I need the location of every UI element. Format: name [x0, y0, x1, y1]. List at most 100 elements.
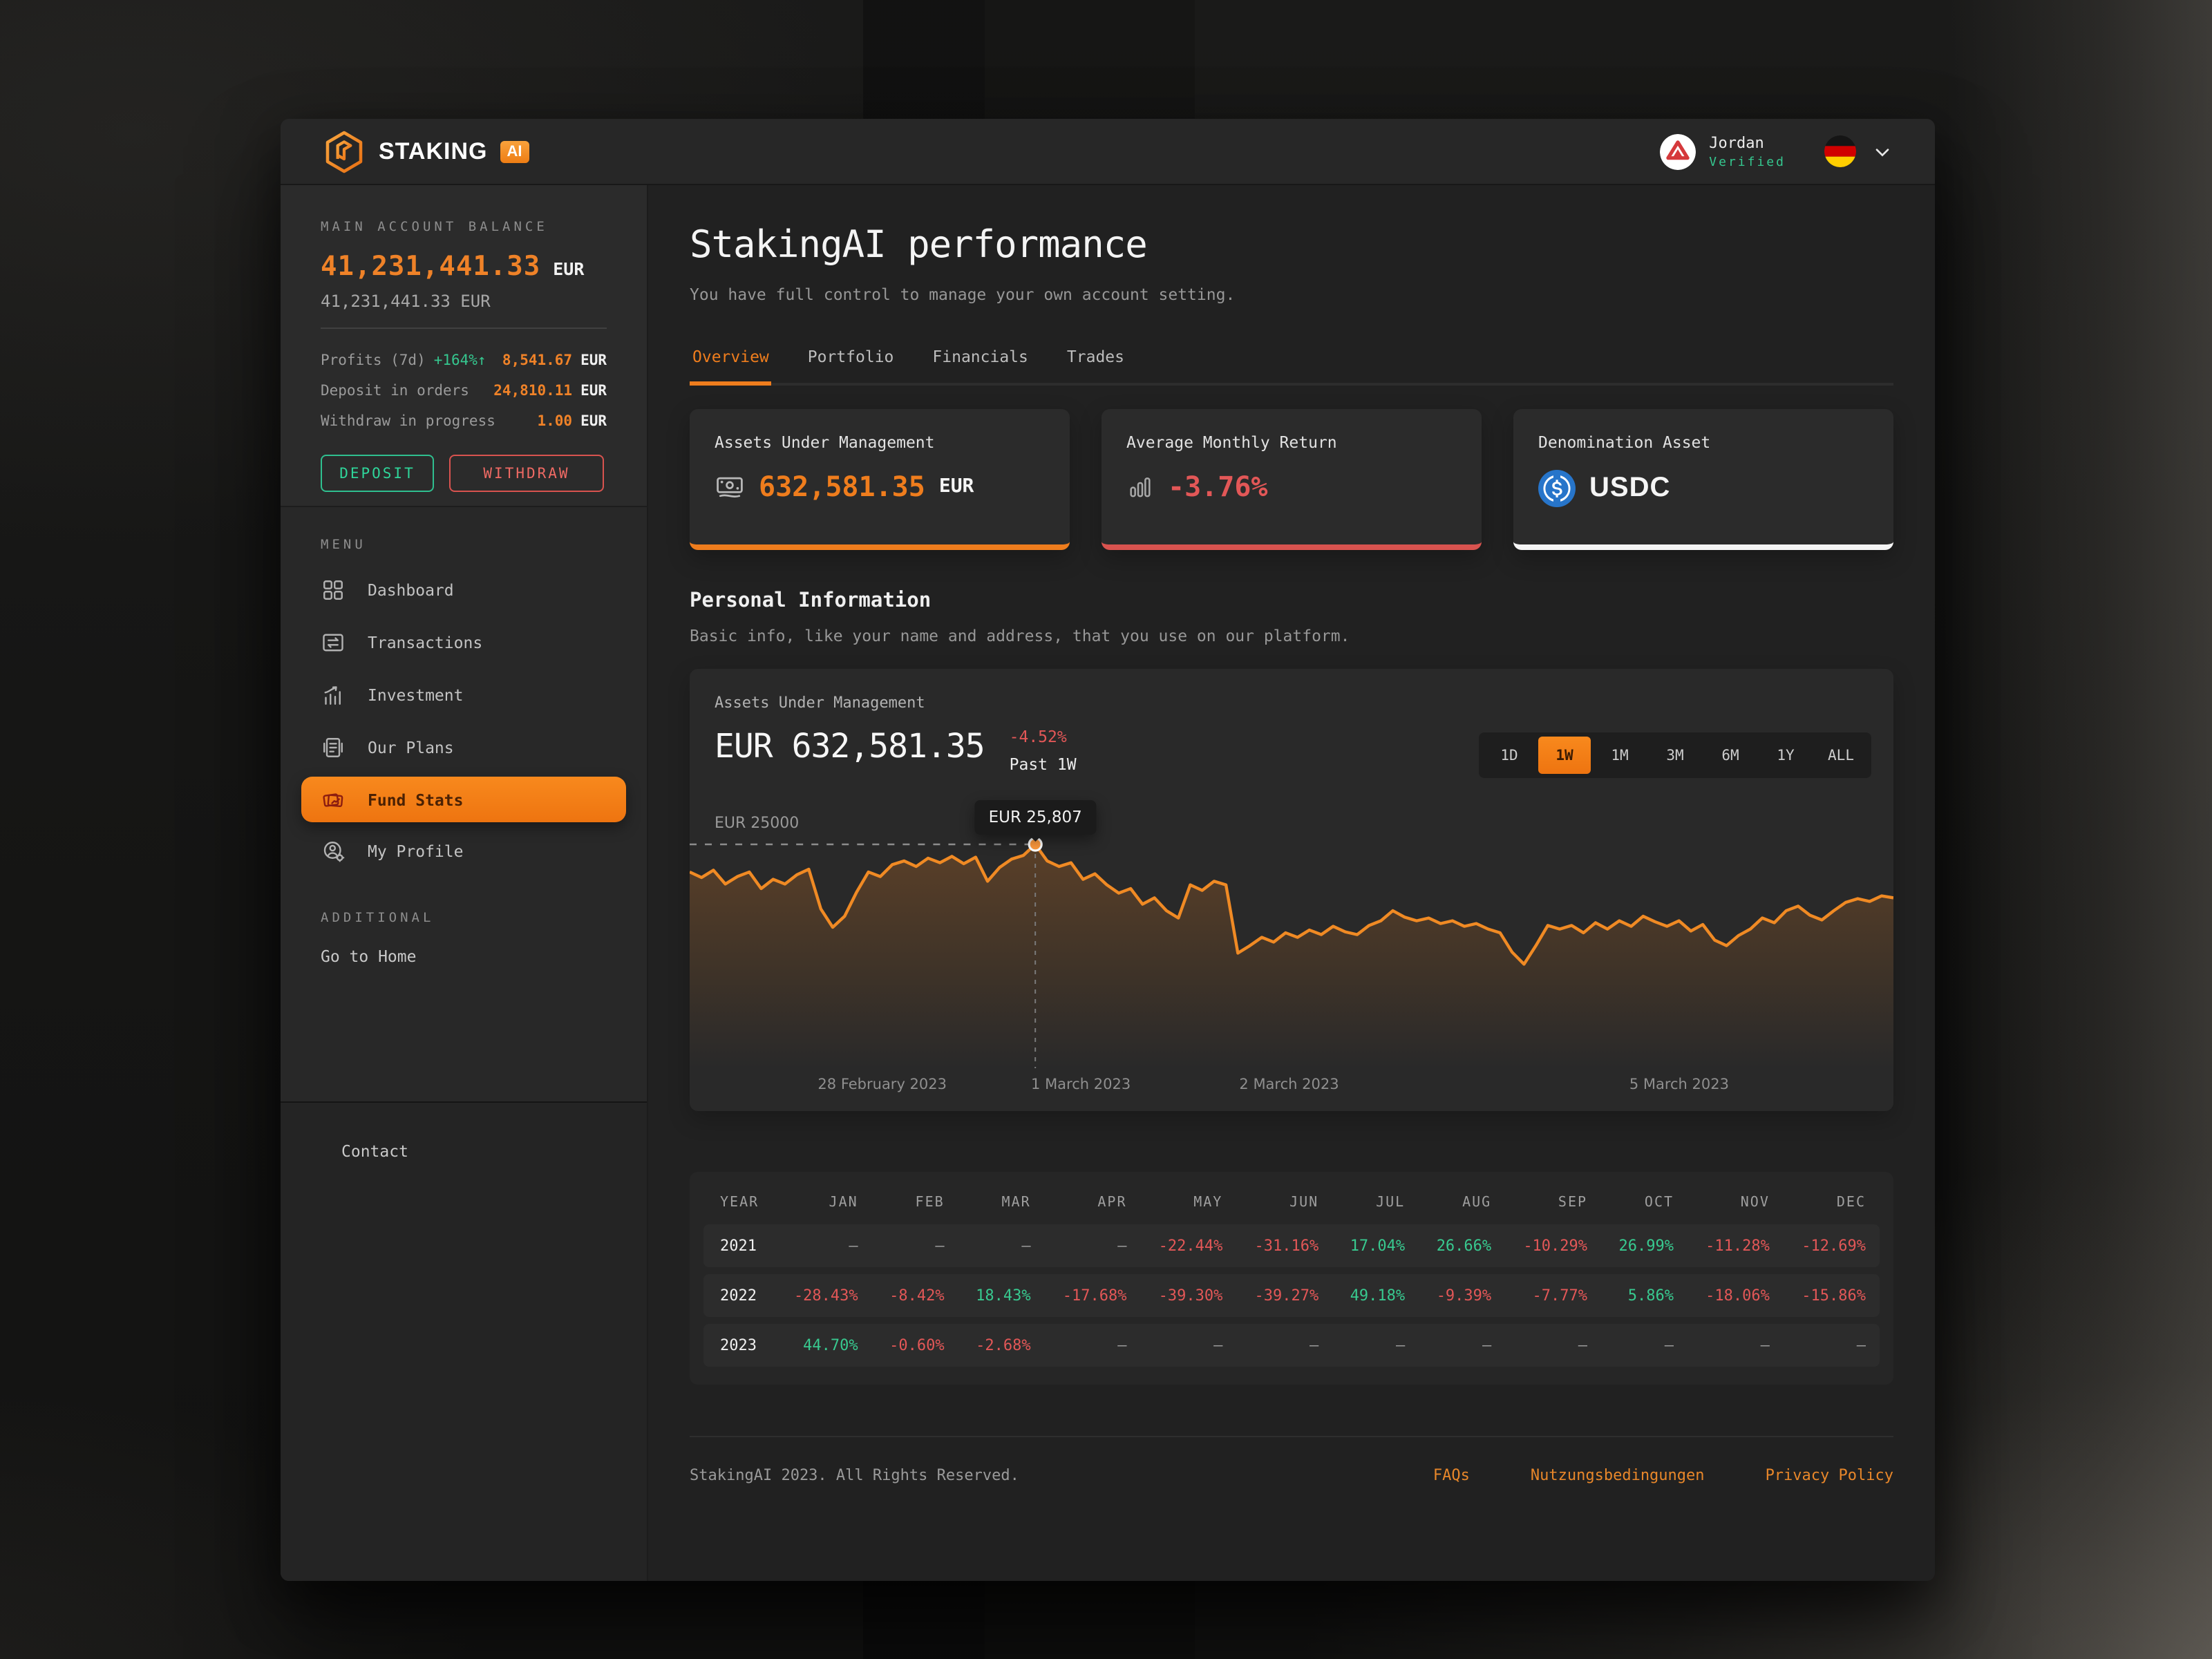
table-cell: –: [1783, 1324, 1880, 1367]
table-cell: -9.39%: [1419, 1274, 1506, 1317]
tab-trades[interactable]: Trades: [1066, 347, 1124, 366]
sidebar-item-fund-stats[interactable]: Fund Stats: [301, 777, 626, 822]
table-header-jan: JAN: [829, 1195, 858, 1211]
avatar: [1659, 133, 1696, 169]
transfer-icon: [321, 630, 346, 655]
chart-plot-area[interactable]: EUR 25000 EUR 25,807: [690, 797, 1893, 1068]
tab-bar: Overview Portfolio Financials Trades: [690, 347, 1893, 386]
range-button-1y[interactable]: 1Y: [1777, 747, 1795, 764]
table-cell: -11.28%: [1688, 1224, 1784, 1267]
stat-label: Withdraw in progress: [321, 413, 495, 430]
gridline-label: EUR 25000: [715, 814, 800, 832]
table-cell: 44.70%: [775, 1324, 872, 1367]
table-cell: -7.77%: [1505, 1274, 1602, 1317]
user-menu[interactable]: Jordan Verified: [1659, 133, 1893, 169]
stat-value: 8,541.67: [502, 352, 573, 369]
copyright-text: StakingAI 2023. All Rights Reserved.: [690, 1466, 1019, 1484]
sidebar-item-label: Investment: [368, 685, 464, 705]
language-flag-germany[interactable]: [1824, 135, 1856, 167]
footer-link-faqs[interactable]: FAQs: [1433, 1466, 1470, 1484]
range-button-3m[interactable]: 3M: [1666, 747, 1684, 764]
line-chart: [690, 837, 1893, 1068]
balance-stat-row: Profits (7d) +164%↑ 8,541.67 EUR: [321, 345, 607, 376]
x-axis-label: 5 March 2023: [1629, 1077, 1729, 1093]
footer-links: FAQs Nutzungsbedingungen Privacy Policy: [1433, 1466, 1893, 1484]
table-cell: –: [1332, 1324, 1419, 1367]
table-cell: 26.66%: [1419, 1224, 1506, 1267]
footer-link-nutzungsbedingungen[interactable]: Nutzungsbedingungen: [1530, 1466, 1705, 1484]
chart-tooltip: EUR 25,807: [974, 800, 1096, 835]
table-cell: -31.16%: [1236, 1224, 1333, 1267]
menu-section-label: MENU: [321, 538, 366, 553]
table-cell-year: 2023: [703, 1324, 776, 1367]
table-cell: 17.04%: [1332, 1224, 1419, 1267]
table-cell: –: [775, 1224, 872, 1267]
sidebar-item-our-plans[interactable]: Our Plans: [301, 721, 626, 774]
sidebar-item-dashboard[interactable]: Dashboard: [301, 564, 626, 616]
brand-ai-badge: AI: [500, 140, 529, 162]
table-header-apr: APR: [1097, 1195, 1127, 1211]
go-to-home-link[interactable]: Go to Home: [321, 947, 417, 966]
x-axis-label: 1 March 2023: [1031, 1077, 1131, 1093]
usdc-icon: [1538, 470, 1576, 507]
chart-current-value: EUR 632,581.35: [715, 727, 985, 766]
page-subtitle: You have full control to manage your own…: [690, 285, 1236, 304]
range-selector: 1D 1W 1M 3M 6M 1Y ALL: [1479, 732, 1871, 778]
sidebar-spacer: [281, 966, 647, 1101]
table-header-mar: MAR: [1001, 1195, 1031, 1211]
grid-icon: [321, 578, 346, 603]
sidebar-item-my-profile[interactable]: My Profile: [301, 825, 626, 878]
sidebar-item-transactions[interactable]: Transactions: [301, 616, 626, 669]
contact-link[interactable]: Contact: [341, 1141, 408, 1161]
sidebar: MAIN ACCOUNT BALANCE 41,231,441.33 EUR 4…: [281, 185, 648, 1581]
range-button-all[interactable]: ALL: [1828, 747, 1854, 764]
chart-period: Past 1W: [1009, 755, 1077, 774]
stat-label: Profits (7d) +164%↑: [321, 352, 486, 369]
table-header-oct: OCT: [1644, 1195, 1674, 1211]
card-label: Denomination Asset: [1538, 433, 1711, 452]
tab-portfolio[interactable]: Portfolio: [807, 347, 894, 366]
footer-link-privacy-policy[interactable]: Privacy Policy: [1765, 1466, 1893, 1484]
balance-value: 41,231,441.33: [321, 250, 541, 282]
brand-logo: STAKING AI: [322, 129, 529, 173]
deposit-button[interactable]: DEPOSIT: [321, 455, 434, 492]
balance-secondary: 41,231,441.33 EUR: [321, 292, 491, 311]
range-button-1m[interactable]: 1M: [1611, 747, 1629, 764]
plans-icon: [321, 735, 346, 760]
table-cell: –: [1601, 1324, 1688, 1367]
table-cell: -28.43%: [775, 1274, 872, 1317]
table-cell: –: [1044, 1324, 1141, 1367]
additional-section-label: ADDITIONAL: [321, 911, 435, 926]
stat-label-text: Deposit in orders: [321, 383, 469, 399]
brand-name: STAKING: [379, 138, 488, 164]
tab-overview[interactable]: Overview: [690, 347, 773, 386]
balance-stats: Profits (7d) +164%↑ 8,541.67 EUR Deposit in …: [321, 345, 607, 437]
x-axis-label: 28 February 2023: [817, 1077, 947, 1093]
chart-change: -4.52%: [1009, 727, 1067, 746]
chevron-down-icon[interactable]: [1871, 140, 1893, 162]
app-window: STAKING AI Jordan Verified: [281, 119, 1935, 1581]
table-cell: -8.42%: [871, 1274, 958, 1317]
withdraw-button[interactable]: WITHDRAW: [449, 455, 604, 492]
sidebar-item-investment[interactable]: Investment: [301, 669, 626, 721]
sidebar-item-label: Transactions: [368, 633, 483, 652]
sidebar-item-label: Fund Stats: [368, 790, 464, 809]
stat-delta: +164%↑: [433, 352, 486, 369]
table-cell: –: [958, 1224, 1045, 1267]
profile-icon: [321, 839, 346, 864]
card-value-row: USDC: [1538, 470, 1869, 507]
table-cell: 49.18%: [1332, 1274, 1419, 1317]
stat-label-text: Profits (7d): [321, 352, 426, 369]
range-button-1d[interactable]: 1D: [1500, 747, 1518, 764]
card-label: Average Monthly Return: [1126, 433, 1337, 452]
range-button-6m[interactable]: 6M: [1721, 747, 1739, 764]
table-header-jun: JUN: [1289, 1195, 1319, 1211]
stat-currency: EUR: [580, 383, 607, 399]
table-cell: 26.99%: [1601, 1224, 1688, 1267]
table-cell: -12.69%: [1783, 1224, 1880, 1267]
table-header-sep: SEP: [1558, 1195, 1588, 1211]
balance-panel: MAIN ACCOUNT BALANCE 41,231,441.33 EUR 4…: [281, 185, 647, 507]
range-button-1w[interactable]: 1W: [1538, 737, 1591, 774]
tab-financials[interactable]: Financials: [932, 347, 1028, 366]
